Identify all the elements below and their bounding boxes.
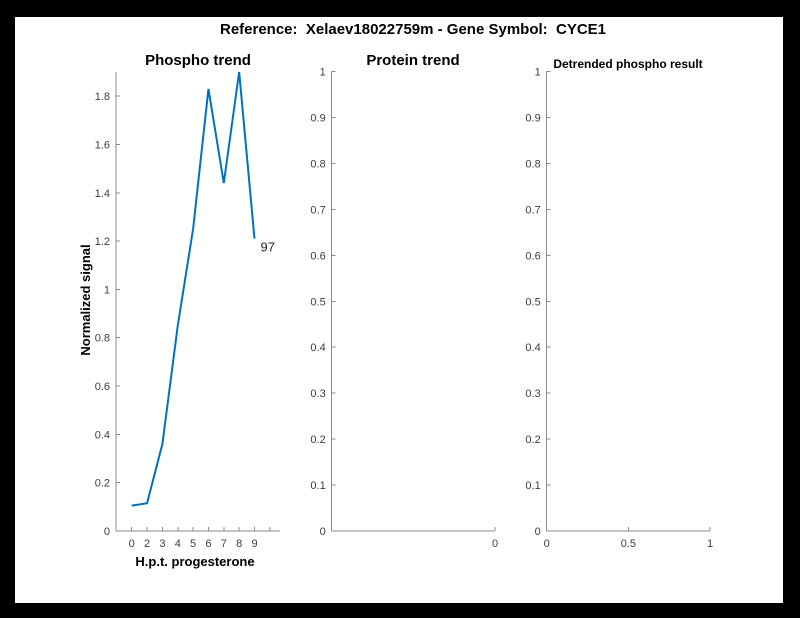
phospho-trend-title: Phospho trend bbox=[145, 52, 251, 69]
y-tick-label: 0.3 bbox=[310, 388, 325, 400]
x-tick-label: 1 bbox=[707, 538, 713, 550]
y-tick-label: 1 bbox=[320, 67, 326, 79]
y-tick-label: 1 bbox=[104, 284, 110, 296]
y-tick-label: 0.8 bbox=[310, 158, 325, 170]
y-tick-label: 0.4 bbox=[95, 429, 110, 441]
y-tick-label: 0.4 bbox=[310, 342, 325, 354]
x-tick-label: 2 bbox=[144, 538, 150, 550]
y-tick-label: 1.4 bbox=[95, 188, 110, 200]
y-tick-label: 0.6 bbox=[525, 250, 540, 262]
x-tick-label: 0 bbox=[544, 538, 550, 550]
y-tick-label: 0.7 bbox=[310, 204, 325, 216]
x-tick-label: 5 bbox=[190, 538, 196, 550]
y-tick-label: 0.8 bbox=[525, 158, 540, 170]
y-tick-label: 0.5 bbox=[525, 296, 540, 308]
x-tick-label: 4 bbox=[175, 538, 181, 550]
x-tick-label: 0 bbox=[129, 538, 135, 550]
protein-trend-plot: 0 0.1 0.2 0.3 0.4 0.5 0.6 0.7 0.8 0.9 1 0 bbox=[310, 67, 498, 551]
phospho-trend-plot: 00.20.40.60.811.21.41.61.80 2 3 4 5 6 7 8 997 bbox=[95, 71, 280, 550]
y-tick-label: 0.6 bbox=[95, 381, 110, 393]
y-tick-label: 0.7 bbox=[525, 204, 540, 216]
figure-canvas: Reference: Xelaev18022759m - Gene Symbol… bbox=[15, 17, 783, 603]
y-tick-label: 1.6 bbox=[95, 139, 110, 151]
x-tick-label: 9 bbox=[251, 538, 257, 550]
y-tick-label: 0.2 bbox=[310, 434, 325, 446]
y-tick-label: 0.2 bbox=[95, 478, 110, 490]
detrended-phospho-plot: 0 0.1 0.2 0.3 0.4 0.5 0.6 0.7 0.8 0.9 1 0 0.5 1 bbox=[525, 67, 713, 551]
plots-svg: 00.20.40.60.811.21.41.61.80 2 3 4 5 6 7 8 99700.… bbox=[95, 67, 713, 551]
y-tick-label: 1.8 bbox=[95, 91, 110, 103]
x-tick-label: 7 bbox=[221, 538, 227, 550]
x-tick-label: 0.5 bbox=[621, 538, 636, 550]
y-tick-label: 0.1 bbox=[525, 480, 540, 492]
phospho-trend-line bbox=[131, 71, 256, 507]
y-tick-label: 0.9 bbox=[525, 112, 540, 124]
x-tick-label: 8 bbox=[236, 538, 242, 550]
detrended-phospho-title: Detrended phospho result bbox=[553, 57, 703, 71]
x-axis-label: H.p.t. progesterone bbox=[135, 554, 255, 569]
y-tick-label: 0 bbox=[320, 526, 326, 538]
phosphosite-end-label: 97 bbox=[261, 240, 275, 255]
y-tick-label: 1.2 bbox=[95, 236, 110, 248]
protein-trend-title: Protein trend bbox=[366, 52, 460, 69]
y-tick-label: 0.8 bbox=[95, 333, 110, 345]
y-tick-label: 0.9 bbox=[310, 112, 325, 124]
y-tick-label: 0.5 bbox=[310, 296, 325, 308]
x-tick-label: 6 bbox=[205, 538, 211, 550]
y-tick-label: 0.1 bbox=[310, 480, 325, 492]
y-tick-label: 0.6 bbox=[310, 250, 325, 262]
y-tick-label: 0.2 bbox=[525, 434, 540, 446]
y-tick-label: 0 bbox=[104, 526, 110, 538]
y-tick-label: 0.3 bbox=[525, 388, 540, 400]
y-tick-label: 1 bbox=[535, 67, 541, 79]
y-tick-label: 0.4 bbox=[525, 342, 540, 354]
x-tick-label: 0 bbox=[492, 538, 498, 550]
x-tick-label: 3 bbox=[159, 538, 165, 550]
y-tick-label: 0 bbox=[535, 526, 541, 538]
figure-title: Reference: Xelaev18022759m - Gene Symbol… bbox=[219, 21, 607, 38]
